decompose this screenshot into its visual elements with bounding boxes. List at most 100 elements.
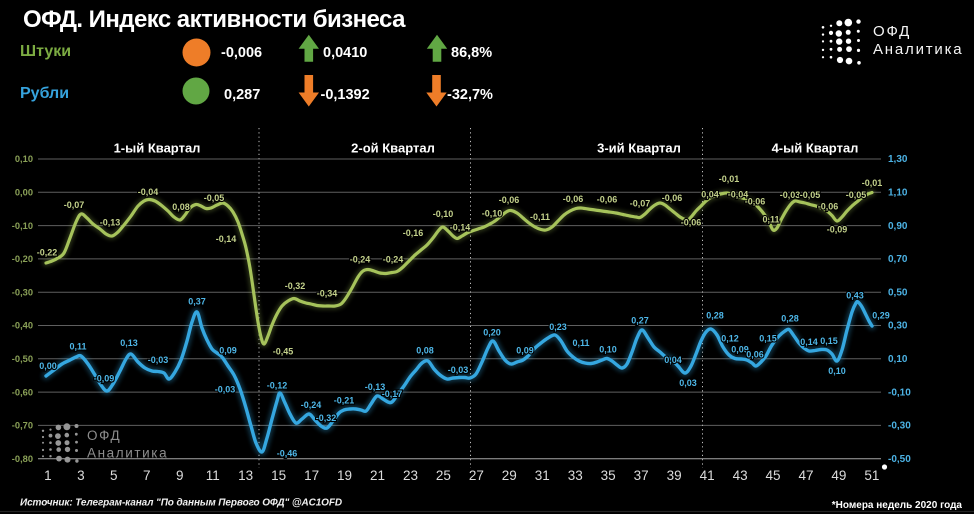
svg-text:Источник: Телеграм-канал "По д: Источник: Телеграм-канал "По данным Перв… <box>20 498 342 509</box>
svg-text:-0,03: -0,03 <box>215 384 236 394</box>
svg-text:0,09: 0,09 <box>516 345 534 355</box>
svg-text:37: 37 <box>634 468 649 483</box>
svg-text:31: 31 <box>535 468 550 483</box>
svg-text:-0,04: -0,04 <box>138 187 159 197</box>
svg-text:Аналитика: Аналитика <box>873 41 963 58</box>
svg-text:-0,22: -0,22 <box>37 247 58 257</box>
svg-text:41: 41 <box>700 468 715 483</box>
svg-text:0,09: 0,09 <box>731 344 749 354</box>
svg-text:4-ый Квартал: 4-ый Квартал <box>772 141 859 156</box>
svg-text:0,37: 0,37 <box>188 296 206 306</box>
svg-text:0,10: 0,10 <box>888 354 908 365</box>
svg-text:11: 11 <box>206 468 220 483</box>
svg-text:-0,03: -0,03 <box>148 355 169 365</box>
svg-text:0,09: 0,09 <box>219 345 237 355</box>
svg-text:-0,05: -0,05 <box>800 190 821 200</box>
svg-text:33: 33 <box>568 468 583 483</box>
svg-text:0,90: 0,90 <box>888 221 908 232</box>
svg-text:-0,10: -0,10 <box>888 387 911 398</box>
svg-text:-0,10: -0,10 <box>482 208 503 218</box>
svg-text:0,08: 0,08 <box>172 202 190 212</box>
svg-text:-0,20: -0,20 <box>12 254 33 264</box>
svg-text:Штуки: Штуки <box>20 43 71 60</box>
svg-text:0,28: 0,28 <box>781 313 799 323</box>
svg-text:-0,06: -0,06 <box>563 194 584 204</box>
svg-text:-0,06: -0,06 <box>662 193 683 203</box>
svg-text:-0,16: -0,16 <box>403 228 424 238</box>
svg-text:0,70: 0,70 <box>888 254 908 265</box>
svg-text:1: 1 <box>44 468 52 483</box>
svg-text:0,00: 0,00 <box>39 361 57 371</box>
svg-text:13: 13 <box>238 468 253 483</box>
svg-text:39: 39 <box>667 468 682 483</box>
svg-text:-0,06: -0,06 <box>681 217 702 227</box>
svg-text:0,28: 0,28 <box>706 310 724 320</box>
svg-text:0,10: 0,10 <box>15 154 33 164</box>
svg-text:1-ый Квартал: 1-ый Квартал <box>114 141 201 156</box>
svg-text:3: 3 <box>77 468 85 483</box>
svg-text:Аналитика: Аналитика <box>87 445 168 460</box>
svg-text:7: 7 <box>143 468 151 483</box>
svg-text:49: 49 <box>831 468 846 483</box>
svg-text:0,11: 0,11 <box>69 341 86 351</box>
svg-text:-0,09: -0,09 <box>94 373 115 383</box>
svg-text:-0,30: -0,30 <box>12 287 33 297</box>
svg-text:0,15: 0,15 <box>759 333 777 343</box>
svg-text:-0,04: -0,04 <box>728 189 749 199</box>
svg-text:-0,10: -0,10 <box>12 221 33 231</box>
svg-text:0,50: 0,50 <box>888 287 908 298</box>
svg-text:-0,14: -0,14 <box>216 234 237 244</box>
svg-text:9: 9 <box>176 468 184 483</box>
svg-text:25: 25 <box>436 468 451 483</box>
svg-text:3-ий Квартал: 3-ий Квартал <box>597 141 681 156</box>
svg-text:-0,06: -0,06 <box>745 196 766 206</box>
svg-text:-0,03: -0,03 <box>780 190 801 200</box>
svg-text:-0,50: -0,50 <box>888 454 911 465</box>
svg-text:1,30: 1,30 <box>888 154 908 165</box>
svg-text:0,27: 0,27 <box>631 315 649 325</box>
svg-text:35: 35 <box>601 468 616 483</box>
svg-text:-0,06: -0,06 <box>818 201 839 211</box>
svg-text:-32,7%: -32,7% <box>447 87 493 103</box>
svg-text:-0,05: -0,05 <box>204 193 225 203</box>
svg-text:-0,24: -0,24 <box>383 254 404 264</box>
svg-text:-0,40: -0,40 <box>12 321 33 331</box>
svg-text:43: 43 <box>733 468 748 483</box>
svg-text:0,04: 0,04 <box>701 189 719 199</box>
svg-text:15: 15 <box>271 468 286 483</box>
svg-text:17: 17 <box>304 468 319 483</box>
svg-text:0,11: 0,11 <box>762 214 779 224</box>
svg-text:-0,32: -0,32 <box>316 413 337 423</box>
svg-text:-0,24: -0,24 <box>350 254 371 264</box>
svg-text:-0,14: -0,14 <box>450 222 471 232</box>
svg-text:45: 45 <box>765 468 780 483</box>
svg-text:-0,21: -0,21 <box>334 395 355 405</box>
svg-text:1,10: 1,10 <box>888 188 908 199</box>
svg-text:-0,1392: -0,1392 <box>321 87 370 103</box>
svg-text:0,15: 0,15 <box>820 336 838 346</box>
svg-text:-0,46: -0,46 <box>277 448 298 458</box>
svg-text:0,04: 0,04 <box>664 355 682 365</box>
svg-text:0,23: 0,23 <box>549 322 567 332</box>
svg-text:-0,09: -0,09 <box>827 224 848 234</box>
svg-text:0,12: 0,12 <box>721 333 739 343</box>
svg-text:-0,01: -0,01 <box>862 178 883 188</box>
svg-text:-0,07: -0,07 <box>64 200 85 210</box>
svg-text:-0,06: -0,06 <box>597 194 618 204</box>
svg-text:0,10: 0,10 <box>599 344 617 354</box>
svg-text:-0,03: -0,03 <box>448 365 469 375</box>
svg-text:23: 23 <box>403 468 418 483</box>
svg-text:21: 21 <box>370 468 385 483</box>
svg-text:-0,32: -0,32 <box>285 281 306 291</box>
svg-text:-0,10: -0,10 <box>433 209 454 219</box>
svg-text:-0,11: -0,11 <box>530 212 550 222</box>
svg-text:-0,24: -0,24 <box>301 400 322 410</box>
svg-text:47: 47 <box>798 468 813 483</box>
svg-text:2-ой Квартал: 2-ой Квартал <box>351 141 435 156</box>
svg-text:0,43: 0,43 <box>846 290 864 300</box>
svg-text:*Номера недель 2020 года: *Номера недель 2020 года <box>832 500 963 511</box>
svg-text:-0,34: -0,34 <box>317 288 338 298</box>
svg-text:ОФД: ОФД <box>87 428 121 443</box>
svg-text:0,08: 0,08 <box>416 345 434 355</box>
svg-text:-0,60: -0,60 <box>12 387 33 397</box>
